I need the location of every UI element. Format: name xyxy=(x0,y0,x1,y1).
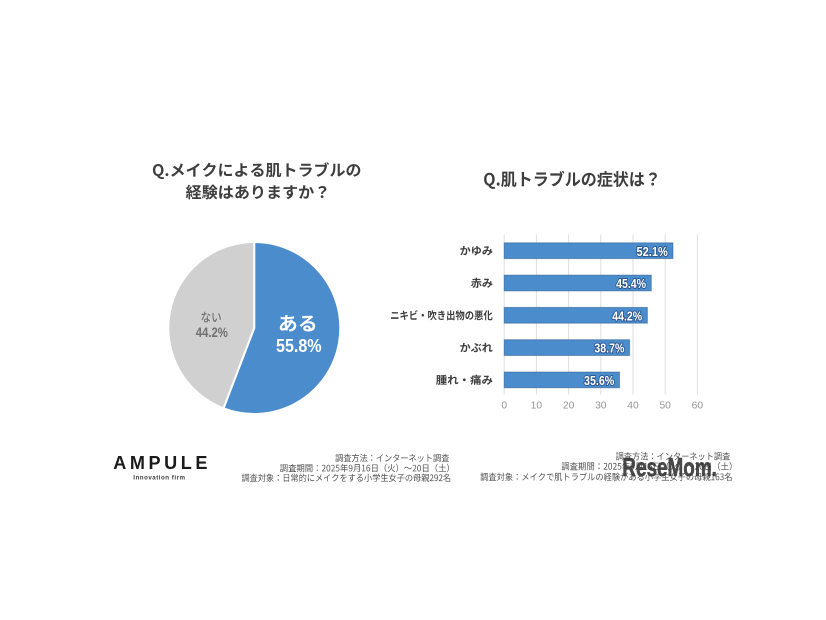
svg-text:45.4%: 45.4% xyxy=(616,276,646,291)
svg-text:38.7%: 38.7% xyxy=(594,341,624,356)
svg-text:44.2%: 44.2% xyxy=(612,308,642,323)
svg-text:44.2%: 44.2% xyxy=(196,325,228,340)
svg-text:60: 60 xyxy=(692,400,704,411)
svg-text:35.6%: 35.6% xyxy=(584,373,615,388)
svg-text:40: 40 xyxy=(627,400,639,411)
svg-text:52.1%: 52.1% xyxy=(637,244,669,259)
svg-text:20: 20 xyxy=(563,400,575,411)
svg-text:0: 0 xyxy=(501,400,507,411)
svg-text:AMPULE: AMPULE xyxy=(113,453,211,473)
svg-text:55.8%: 55.8% xyxy=(276,336,322,356)
svg-text:30: 30 xyxy=(595,400,607,411)
svg-text:ReseMom.: ReseMom. xyxy=(622,454,717,482)
svg-text:50: 50 xyxy=(659,400,671,411)
svg-text:Innovation firm: Innovation firm xyxy=(133,475,185,482)
svg-text:10: 10 xyxy=(531,400,543,411)
